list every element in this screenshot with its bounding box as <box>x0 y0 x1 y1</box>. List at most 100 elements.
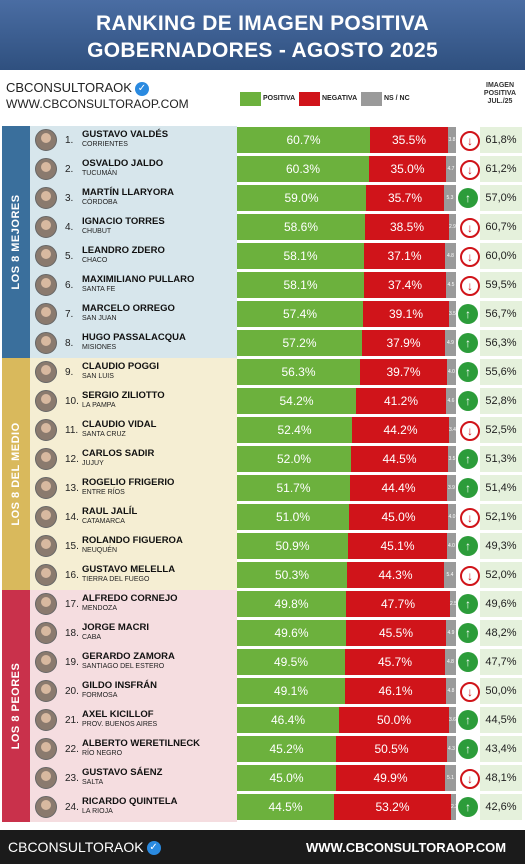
negative-bar: 38.5% <box>365 214 449 240</box>
rank-number: 9. <box>65 367 74 378</box>
negative-bar: 45.1% <box>348 533 447 559</box>
previous-image-value: 60,0% <box>480 243 522 269</box>
positive-bar: 58.1% <box>237 272 364 298</box>
negative-bar: 47.7% <box>346 591 450 617</box>
group-middle-label: LOS 8 DEL MEDIO <box>2 358 30 590</box>
governor-name: IGNACIO TORRES <box>82 216 165 227</box>
nsnc-bar: 5.4 <box>444 562 456 588</box>
governor-avatar <box>35 506 57 528</box>
image-header-line-3: JUL./25 <box>487 98 513 105</box>
province-name: SANTIAGO DEL ESTERO <box>82 663 165 670</box>
footer-url: WWW.CBCONSULTORAOP.COM <box>306 840 506 855</box>
positive-bar: 60.7% <box>237 127 370 153</box>
ranking-row: 10. SERGIO ZILIOTTO LA PAMPA 54.2% 41.2% 4.6 ↑… <box>30 387 525 415</box>
governor-avatar <box>35 709 57 731</box>
nsnc-bar: 3.6 <box>449 707 456 733</box>
ranking-row: 14. RAUL JALÍL CATAMARCA 51.0% 45.0% 4.0 ↓ 52,1… <box>30 503 525 531</box>
positive-bar: 52.0% <box>237 446 351 472</box>
rank-number: 15. <box>65 541 79 552</box>
image-bar: 57.4% 39.1% 3.5 <box>237 301 456 327</box>
positive-bar: 56.3% <box>237 359 360 385</box>
nsnc-bar: 4.8 <box>445 649 456 675</box>
nsnc-bar: 4.9 <box>446 620 456 646</box>
governor-avatar <box>35 303 57 325</box>
trend-up-arrow-icon: ↑ <box>458 710 478 730</box>
negative-bar: 46.1% <box>345 678 446 704</box>
trend-down-arrow-icon: ↓ <box>460 131 480 151</box>
nsnc-bar: 2.3 <box>451 794 456 820</box>
governor-name: RICARDO QUINTELA <box>82 796 178 807</box>
province-name: SALTA <box>82 779 104 786</box>
positive-bar: 57.4% <box>237 301 363 327</box>
image-bar: 49.5% 45.7% 4.8 <box>237 649 456 675</box>
image-bar: 49.6% 45.5% 4.9 <box>237 620 456 646</box>
governor-name: MARCELO ORREGO <box>82 303 175 314</box>
ranking-row: 6. MAXIMILIANO PULLARO SANTA FE 58.1% 37.4% 4… <box>30 271 525 299</box>
positive-bar: 45.2% <box>237 736 336 762</box>
trend-down-arrow-icon: ↓ <box>460 247 480 267</box>
positive-bar: 49.5% <box>237 649 345 675</box>
ranking-row: 1. GUSTAVO VALDÉS CORRIENTES 60.7% 35.5% 3.8 ↓… <box>30 126 525 154</box>
nsnc-bar: 3.8 <box>448 127 456 153</box>
governor-name: GUSTAVO SÁENZ <box>82 767 163 778</box>
title-line-2: GOBERNADORES - AGOSTO 2025 <box>87 39 438 62</box>
previous-image-value: 48,1% <box>480 765 522 791</box>
trend-up-arrow-icon: ↑ <box>458 391 478 411</box>
image-bar: 60.3% 35.0% 4.7 <box>237 156 456 182</box>
negative-bar: 44.5% <box>351 446 448 472</box>
image-bar: 49.1% 46.1% 4.8 <box>237 678 456 704</box>
trend-down-arrow-icon: ↓ <box>460 160 480 180</box>
image-bar: 51.0% 45.0% 4.0 <box>237 504 456 530</box>
nsnc-bar: 3.4 <box>449 417 456 443</box>
nsnc-bar: 4.9 <box>445 330 456 356</box>
previous-image-value: 43,4% <box>480 736 522 762</box>
ranking-row: 3. MARTÍN LLARYORA CÓRDOBA 59.0% 35.7% 5.3 ↑ 57… <box>30 184 525 212</box>
positive-bar: 60.3% <box>237 156 369 182</box>
header-banner: RANKING DE IMAGEN POSITIVA GOBERNADORES … <box>0 0 525 70</box>
province-name: MENDOZA <box>82 605 117 612</box>
negative-bar: 37.1% <box>364 243 445 269</box>
province-name: MISIONES <box>82 344 117 351</box>
brand-url: WWW.CBCONSULTORAOP.COM <box>6 97 189 111</box>
negative-bar: 44.3% <box>347 562 444 588</box>
previous-image-value: 56,3% <box>480 330 522 356</box>
image-bar: 58.1% 37.4% 4.5 <box>237 272 456 298</box>
governor-name: ROGELIO FRIGERIO <box>82 477 175 488</box>
rank-number: 17. <box>65 599 79 610</box>
negative-bar: 39.1% <box>363 301 449 327</box>
province-name: PROV. BUENOS AIRES <box>82 721 158 728</box>
image-bar: 45.2% 50.5% 4.3 <box>237 736 456 762</box>
ranking-row: 9. CLAUDIO POGGI SAN LUIS 56.3% 39.7% 4.0 ↑ 55,… <box>30 358 525 386</box>
image-header-line-1: IMAGEN <box>486 82 514 89</box>
ranking-row: 5. LEANDRO ZDERO CHACO 58.1% 37.1% 4.8 ↓ 60,0% <box>30 242 525 270</box>
positive-bar: 46.4% <box>237 707 339 733</box>
previous-image-value: 52,5% <box>480 417 522 443</box>
negative-bar: 41.2% <box>356 388 446 414</box>
governor-avatar <box>35 796 57 818</box>
governor-name: ROLANDO FIGUEROA <box>82 535 183 546</box>
governor-name: JORGE MACRI <box>82 622 150 633</box>
previous-image-value: 44,5% <box>480 707 522 733</box>
positive-bar: 59.0% <box>237 185 366 211</box>
rank-number: 6. <box>65 280 74 291</box>
trend-down-arrow-icon: ↓ <box>460 769 480 789</box>
nsnc-bar: 2.5 <box>450 591 456 617</box>
image-bar: 49.8% 47.7% 2.5 <box>237 591 456 617</box>
negative-bar: 35.7% <box>366 185 444 211</box>
governor-avatar <box>35 216 57 238</box>
trend-down-arrow-icon: ↓ <box>460 682 480 702</box>
negative-bar: 53.2% <box>334 794 451 820</box>
previous-image-value: 51,4% <box>480 475 522 501</box>
rank-number: 20. <box>65 686 79 697</box>
nsnc-bar: 4.0 <box>447 359 456 385</box>
negative-bar: 37.9% <box>362 330 445 356</box>
governor-name: RAUL JALÍL <box>82 506 138 517</box>
ranking-row: 19. GERARDO ZAMORA SANTIAGO DEL ESTERO 49.5… <box>30 648 525 676</box>
previous-image-value: 55,6% <box>480 359 522 385</box>
trend-up-arrow-icon: ↑ <box>458 594 478 614</box>
province-name: TIERRA DEL FUEGO <box>82 576 150 583</box>
governor-name: LEANDRO ZDERO <box>82 245 165 256</box>
province-name: SANTA FE <box>82 286 116 293</box>
negative-bar: 50.0% <box>339 707 449 733</box>
negative-bar: 39.7% <box>360 359 447 385</box>
